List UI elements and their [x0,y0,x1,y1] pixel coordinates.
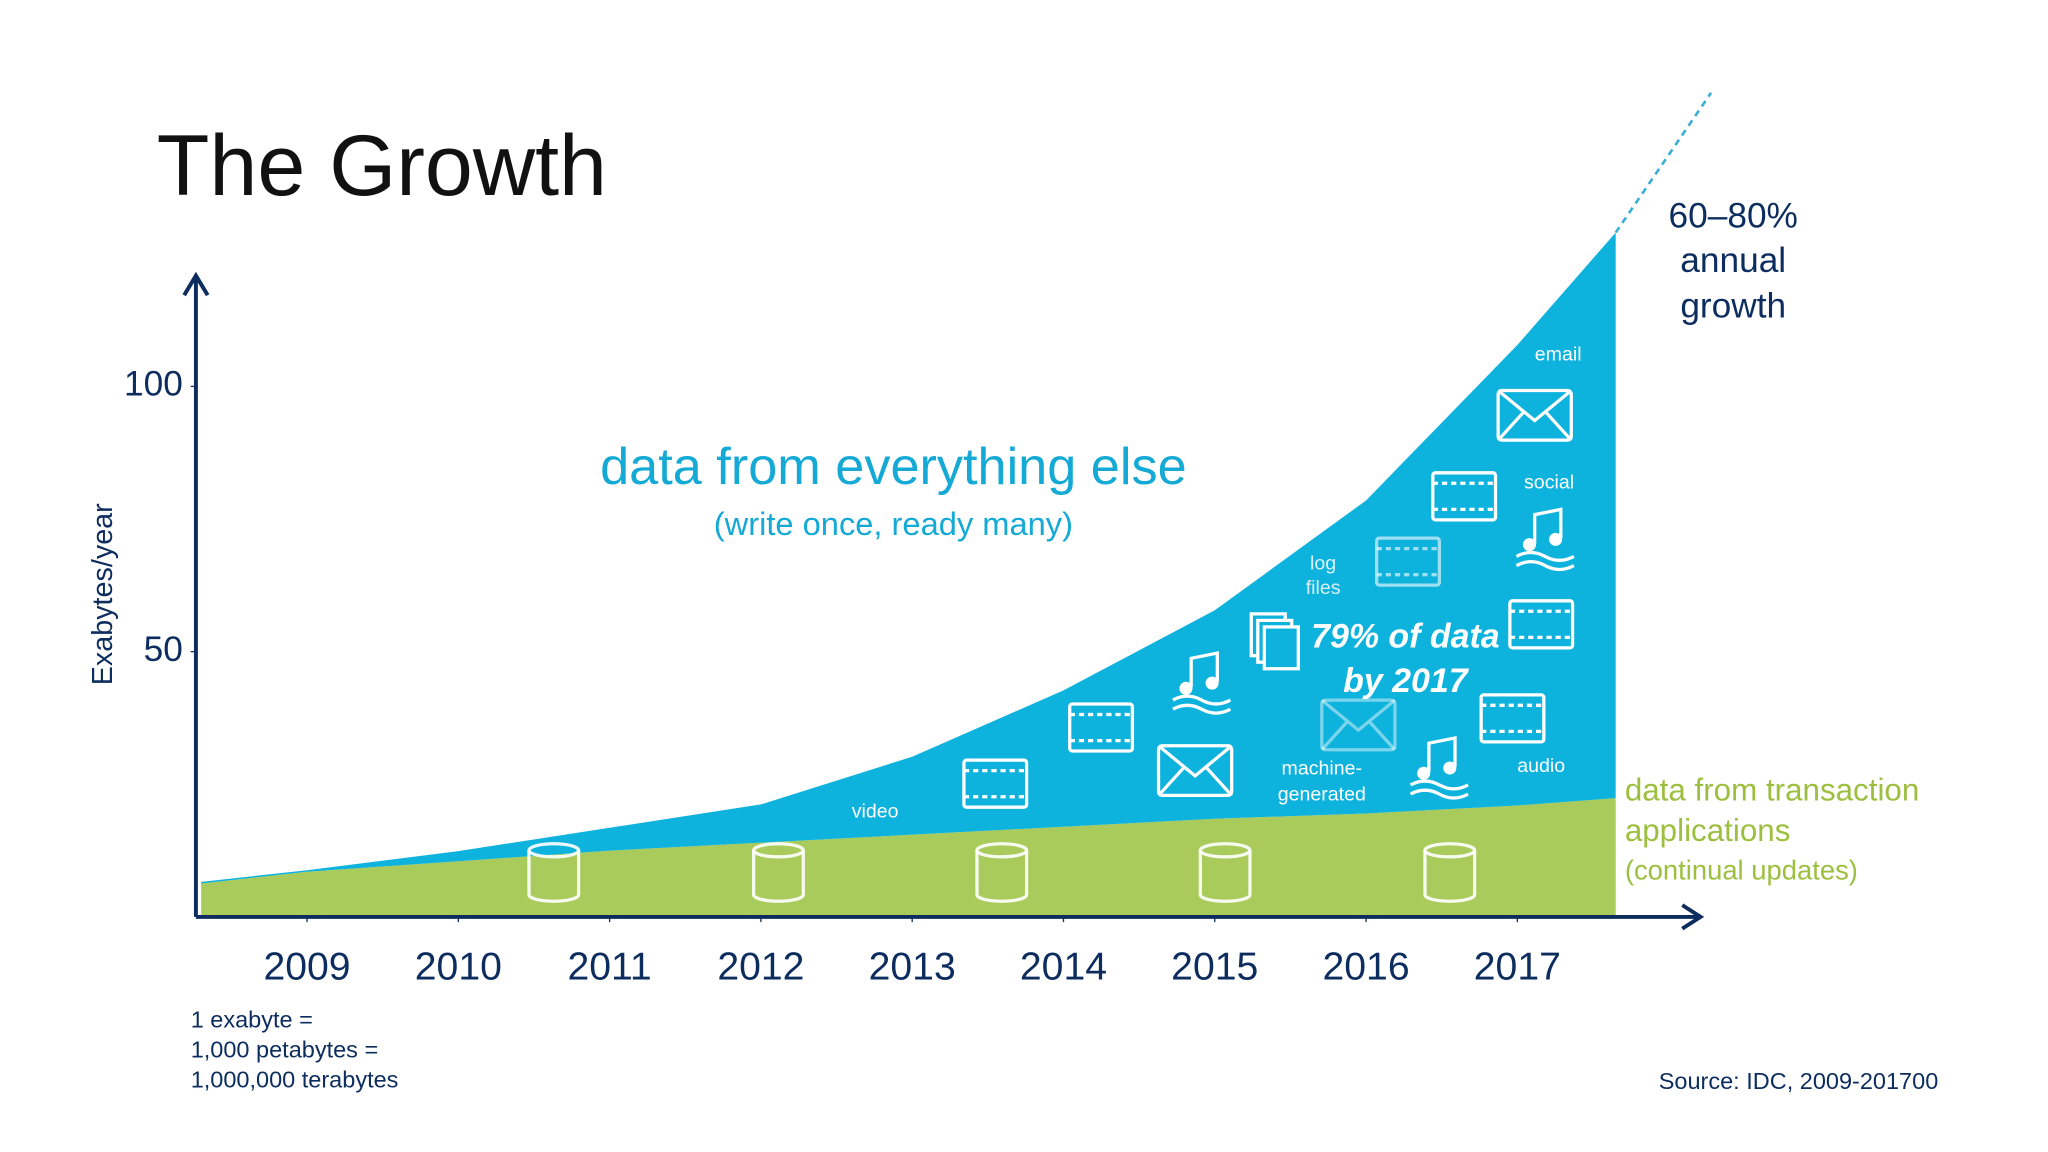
database-icon [1423,842,1477,859]
document-icon [1262,625,1300,671]
music-icon [1533,507,1563,544]
icons [527,388,1575,903]
database-icon [1423,850,1477,903]
film-icon [1375,536,1441,587]
music-icon [1522,538,1536,552]
note: 1 exabyte = [191,1007,313,1033]
icon-label: generated [1278,784,1366,806]
series-sublabel: (continual updates) [1625,855,1858,886]
music-icon [1549,532,1563,546]
projection-line [1614,92,1713,234]
growth-label: growth [1680,287,1786,326]
envelope-icon [1496,389,1573,442]
note: 1,000 petabytes = [191,1037,379,1063]
music-icon [1189,651,1219,688]
growth-label: annual [1680,241,1786,280]
icon-label: log [1310,552,1336,574]
database-icon [975,842,1029,859]
envelope-icon [1320,698,1397,751]
x-tick-label: 2011 [567,945,651,988]
x-tick-label: 2010 [415,945,502,988]
database-icon [975,850,1029,903]
music-icon [1417,766,1431,780]
envelope-icon [1157,744,1233,797]
film-icon [1068,702,1135,753]
database-icon [527,850,581,903]
series-label-box: data from transaction applications [1624,773,1920,849]
icon-label: machine- [1282,757,1363,779]
note: 1,000,000 terabytes [191,1067,399,1093]
database-icon [527,842,581,859]
music-icon [1179,681,1193,695]
icon-label: files [1306,577,1341,599]
music-icon [1409,779,1469,800]
y-tick-label: 50 [144,630,183,669]
share-label: 79% of data [1311,618,1500,656]
icon-label: email [1535,343,1582,365]
plot-area [182,92,1713,931]
y-axis-arrow [182,271,210,297]
film-icon [1431,471,1498,522]
envelope-icon [1496,388,1573,442]
database-icon [751,850,805,903]
x-tick-label: 2014 [1020,945,1107,988]
icon-label: audio [1517,755,1565,777]
music-icon [1515,550,1575,572]
y-axis-label: Exabytes/year [87,503,119,685]
growth-label: 60–80% [1669,196,1798,235]
icon-label: social [1524,471,1574,493]
x-tick-label: 2012 [717,945,804,988]
source: Source: IDC, 2009-201700 [1659,1068,1939,1094]
x-tick-label: 2015 [1171,945,1258,988]
x-tick-label: 2013 [869,945,956,988]
chart-title: The Growth [157,118,607,214]
share-label: by 2017 [1343,662,1470,700]
film-icon [1508,599,1575,650]
database-icon [751,842,805,859]
music-icon [1172,694,1232,715]
series-label: data from transaction applications [1624,773,1920,849]
film-icon [1479,693,1546,744]
envelope-icon [1156,744,1234,798]
series-sublabel: (write once, ready many) [714,505,1073,542]
music-icon [1443,761,1457,775]
area [201,232,1616,884]
database-icon [1198,850,1252,903]
x-tick-label: 2009 [263,945,350,988]
film-icon [962,758,1029,809]
x-tick-label: 2017 [1474,945,1561,988]
x-axis-arrow [1681,903,1705,931]
icon-label: video [852,801,899,823]
envelope-icon [1320,698,1397,752]
series-label: data from everything else [600,438,1187,496]
area [201,798,1616,917]
x-tick-label: 2016 [1322,945,1409,988]
database-icon [1198,842,1252,859]
music-icon [1427,735,1457,772]
y-tick-label: 100 [124,365,183,404]
music-icon [1205,676,1219,690]
